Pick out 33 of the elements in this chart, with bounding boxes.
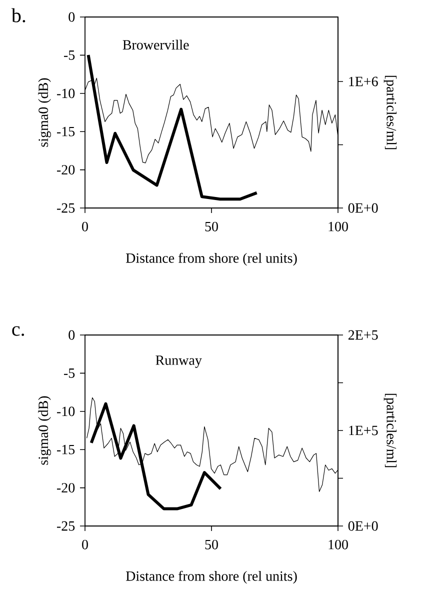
- x-tick-label: 0: [82, 222, 88, 232]
- y-tick-label: 0: [68, 12, 75, 22]
- x-tick-label: 50: [205, 540, 218, 550]
- x-tick-label: 50: [205, 222, 218, 232]
- y2-tick-label: 0E+0: [348, 521, 378, 531]
- annotation: Browerville: [122, 40, 189, 50]
- y-tick-label: -15: [56, 126, 75, 136]
- y2-axis-title: [particles/ml]: [384, 394, 397, 468]
- x-axis-title: Distance from shore (rel units): [126, 252, 297, 266]
- y2-tick-label: 2E+5: [348, 330, 378, 340]
- y-tick-label: -20: [56, 165, 75, 175]
- chart-title: c.: [12, 326, 24, 336]
- y2-axis-title: [particles/ml]: [384, 76, 397, 150]
- y2-tick-label: 1E+5: [349, 426, 378, 436]
- chart-title: b.: [11, 8, 26, 22]
- x-tick-label: 100: [328, 540, 348, 550]
- y-tick-label: -5: [64, 50, 75, 60]
- x-tick-label: 0: [82, 540, 88, 550]
- y-tick-label: -5: [64, 368, 75, 378]
- y-tick-label: -20: [56, 483, 75, 493]
- y-tick-label: 0: [68, 330, 75, 340]
- annotation: Runway: [156, 356, 202, 368]
- y-tick-label: -25: [56, 521, 75, 531]
- y-axis-title: sigma0 (dB): [38, 78, 51, 147]
- y2-tick-label: 0E+0: [348, 203, 378, 213]
- y2-tick-label: 1E+6: [349, 76, 378, 86]
- y-tick-label: -25: [56, 203, 75, 213]
- y-tick-label: -15: [56, 444, 75, 454]
- y-tick-label: -10: [56, 88, 75, 98]
- x-axis-title: Distance from shore (rel units): [126, 570, 297, 584]
- y-tick-label: -10: [56, 406, 75, 416]
- x-tick-label: 100: [328, 222, 348, 232]
- y-axis-title: sigma0 (dB): [38, 396, 51, 465]
